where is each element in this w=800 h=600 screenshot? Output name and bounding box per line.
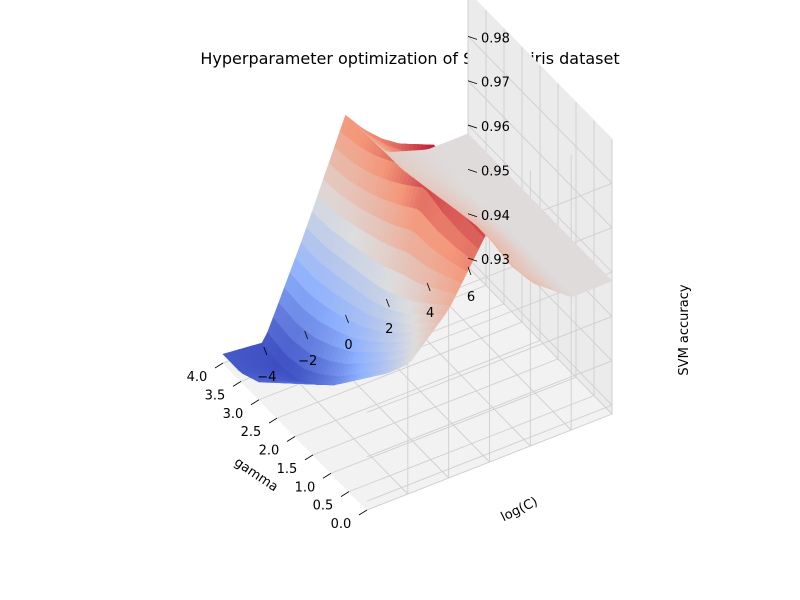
y-tick-label: 6 xyxy=(467,290,475,305)
wall-gridline xyxy=(366,360,613,458)
x-tick xyxy=(214,362,224,369)
y-axis-label: log(C) xyxy=(499,495,541,526)
wall-gridline xyxy=(366,404,613,502)
surface-facet xyxy=(222,352,234,359)
z-tick-label: 0.97 xyxy=(481,76,510,91)
wall-gridline xyxy=(467,36,613,184)
chart-title: Hyperparameter optimization of SVM for i… xyxy=(200,49,619,68)
wall-gridline xyxy=(467,124,613,273)
z-tick-label: 0.96 xyxy=(481,120,510,135)
x-tick xyxy=(286,436,296,442)
y-tick xyxy=(467,266,472,276)
wall-gridline xyxy=(467,257,613,406)
x-tick-label: 1.0 xyxy=(295,480,316,495)
y-tick-label: −2 xyxy=(298,354,317,369)
floor-gridline xyxy=(426,282,572,431)
y-tick xyxy=(426,282,431,292)
x-tick-label: 2.5 xyxy=(241,425,262,440)
x-tick-label: 3.0 xyxy=(223,407,244,422)
x-tick-label: 2.0 xyxy=(259,444,280,459)
x-tick xyxy=(232,381,242,387)
x-tick xyxy=(322,472,332,479)
x-tick xyxy=(250,399,260,406)
y-tick-label: 4 xyxy=(426,306,434,321)
wall-gridline xyxy=(467,80,613,229)
x-tick xyxy=(304,454,314,461)
z-tick xyxy=(467,257,478,262)
z-tick xyxy=(467,80,478,85)
z-tick xyxy=(467,213,478,218)
y-tick-label: 2 xyxy=(385,322,393,337)
z-tick-label: 0.98 xyxy=(481,31,510,46)
y-tick-label: −4 xyxy=(257,370,276,385)
z-tick xyxy=(467,35,478,40)
z-tick-label: 0.94 xyxy=(481,209,510,224)
z-tick-label: 0.95 xyxy=(481,164,510,179)
x-tick-label: 4.0 xyxy=(187,370,208,385)
y-tick xyxy=(385,298,390,308)
x-tick-label: 1.5 xyxy=(277,462,298,477)
y-tick xyxy=(263,346,268,356)
floor-gridline xyxy=(467,266,613,415)
z-tick-label: 0.93 xyxy=(481,253,510,268)
x-tick-label: 0.0 xyxy=(331,517,352,532)
z-axis-label: SVM accuracy xyxy=(677,284,692,375)
x-tick-label: 3.5 xyxy=(205,388,226,403)
wall-gridline xyxy=(366,316,613,413)
x-axis-label: gamma xyxy=(231,455,280,495)
z-tick xyxy=(467,169,478,173)
surface-mesh xyxy=(222,114,613,386)
x-tick xyxy=(268,417,278,424)
x-tick xyxy=(358,509,368,516)
x-tick xyxy=(340,491,350,497)
z-tick xyxy=(467,124,478,129)
x-tick-label: 0.5 xyxy=(313,499,334,514)
y-tick-label: 0 xyxy=(344,338,352,353)
y-tick xyxy=(304,330,309,340)
y-tick xyxy=(345,314,349,324)
axes-ticks: 0.0 0.5 1.0 1.5 2.0 2.5 3.0 3.5 4.0 −4 −2 0 2 4 6 0.93 0… xyxy=(187,31,510,532)
